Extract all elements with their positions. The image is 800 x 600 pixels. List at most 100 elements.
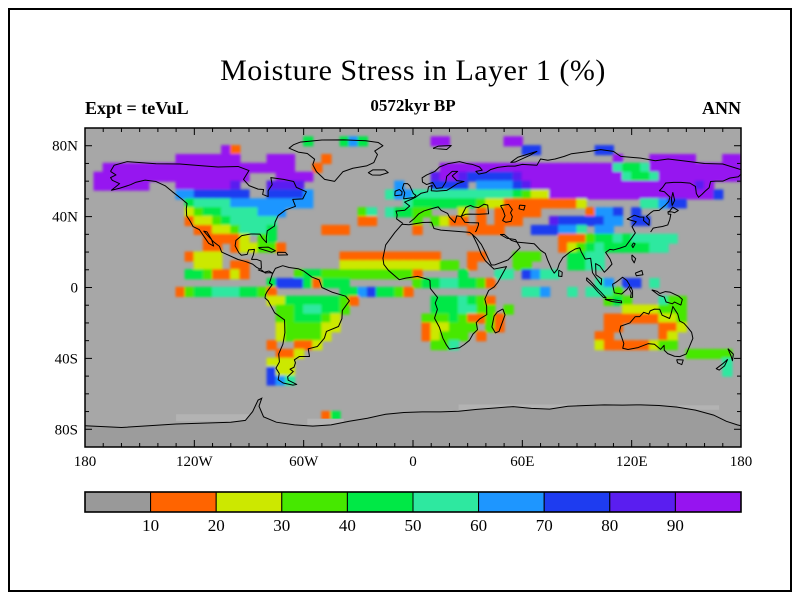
map-cell bbox=[184, 269, 195, 280]
map-cell bbox=[540, 224, 551, 235]
map-cell bbox=[640, 189, 651, 200]
map-cell bbox=[503, 180, 514, 191]
map-cell bbox=[667, 198, 678, 209]
map-cell bbox=[266, 242, 277, 253]
map-cell bbox=[667, 180, 678, 191]
map-cell bbox=[612, 207, 624, 218]
map-cell bbox=[330, 278, 341, 289]
map-cell bbox=[230, 145, 241, 156]
map-cell bbox=[439, 171, 450, 182]
map-cell bbox=[266, 375, 277, 386]
map-cell bbox=[294, 340, 305, 351]
map-cell bbox=[275, 357, 286, 368]
map-cell bbox=[221, 269, 232, 280]
map-cell bbox=[439, 322, 450, 333]
map-cell bbox=[321, 304, 332, 315]
map-cell bbox=[476, 224, 487, 235]
map-cell bbox=[603, 340, 614, 351]
coastline bbox=[382, 221, 507, 350]
map-cell bbox=[558, 233, 569, 244]
map-cell bbox=[120, 162, 132, 173]
map-cell bbox=[239, 224, 250, 235]
map-cell bbox=[303, 340, 314, 351]
map-cell bbox=[248, 242, 259, 253]
page-subtitle: 0572kyr BP bbox=[370, 96, 456, 115]
map-cell bbox=[467, 162, 478, 173]
map-cell bbox=[321, 295, 332, 306]
map-cell bbox=[284, 331, 296, 342]
map-cell bbox=[312, 313, 323, 324]
colorbar-label: 70 bbox=[536, 516, 553, 535]
map-cell bbox=[458, 304, 469, 315]
map-cell bbox=[339, 260, 350, 271]
map-cell bbox=[467, 198, 478, 209]
map-cell bbox=[622, 242, 633, 253]
map-cell bbox=[612, 180, 624, 191]
map-cell bbox=[348, 251, 359, 262]
map-cell bbox=[175, 162, 186, 173]
map-cell bbox=[494, 198, 505, 209]
map-cell bbox=[458, 278, 469, 289]
map-cell bbox=[658, 322, 669, 333]
map-cell bbox=[284, 313, 296, 324]
map-cell bbox=[221, 224, 232, 235]
map-cell bbox=[266, 162, 277, 173]
map-cell bbox=[130, 162, 141, 173]
map-cell bbox=[494, 322, 505, 333]
map-cell bbox=[330, 411, 341, 422]
map-cell bbox=[503, 207, 514, 218]
map-cell bbox=[530, 162, 542, 173]
map-cell bbox=[212, 198, 223, 209]
map-cell bbox=[230, 242, 241, 253]
colorbar-label: 30 bbox=[273, 516, 290, 535]
map-cell bbox=[439, 331, 450, 342]
map-cell bbox=[421, 207, 432, 218]
map-cell bbox=[530, 189, 542, 200]
map-cell bbox=[303, 295, 314, 306]
map-cell bbox=[521, 171, 532, 182]
map-cell bbox=[403, 269, 414, 280]
colorbar-segment bbox=[478, 491, 545, 513]
map-cell bbox=[339, 286, 350, 297]
map-cell bbox=[321, 313, 332, 324]
map-cell bbox=[585, 207, 596, 218]
map-cell bbox=[512, 136, 523, 147]
map-cell bbox=[476, 295, 487, 306]
map-cell bbox=[603, 180, 614, 191]
map-cell bbox=[102, 180, 113, 191]
map-cell bbox=[694, 162, 706, 173]
map-cell bbox=[530, 171, 542, 182]
map-cell bbox=[212, 269, 223, 280]
map-cell bbox=[549, 171, 560, 182]
map-cell bbox=[476, 162, 487, 173]
map-cell bbox=[430, 251, 441, 262]
map-cell bbox=[567, 198, 578, 209]
map-cell bbox=[439, 313, 450, 324]
map-cell bbox=[658, 171, 669, 182]
colorbar-segment bbox=[412, 491, 480, 513]
ice-shelf bbox=[176, 414, 259, 422]
map-cell bbox=[294, 348, 305, 359]
map-cell bbox=[357, 251, 368, 262]
map-cell bbox=[667, 295, 678, 306]
x-axis-label: 60E bbox=[510, 454, 534, 470]
coastline bbox=[631, 254, 637, 264]
map-cell bbox=[230, 286, 241, 297]
map-cell bbox=[485, 278, 496, 289]
map-cell bbox=[458, 162, 469, 173]
map-cell bbox=[148, 162, 159, 173]
map-cell bbox=[366, 286, 378, 297]
map-cell bbox=[521, 145, 532, 156]
map-cell bbox=[649, 162, 660, 173]
map-cell bbox=[631, 216, 642, 227]
map-cell bbox=[212, 180, 223, 191]
map-cell bbox=[658, 304, 669, 315]
map-cell bbox=[631, 304, 642, 315]
map-cell bbox=[485, 171, 496, 182]
map-cell bbox=[594, 180, 605, 191]
map-cell bbox=[640, 180, 651, 191]
map-cell bbox=[722, 357, 733, 368]
y-axis-label: 80N bbox=[52, 139, 78, 155]
map-cell bbox=[93, 180, 104, 191]
map-cell bbox=[376, 260, 387, 271]
